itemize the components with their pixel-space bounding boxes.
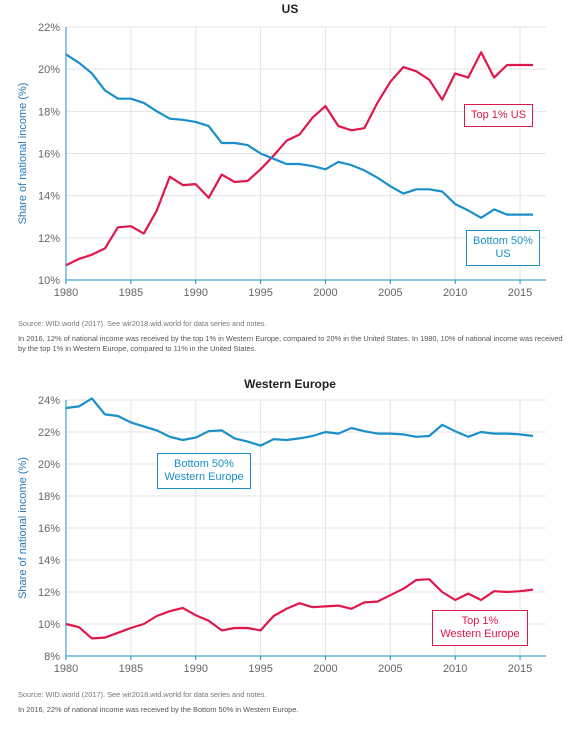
we-series-top-1-western-europe: [65, 578, 534, 640]
us-x-tick-label: 2010: [443, 287, 467, 299]
we-x-tick-label: 1985: [119, 663, 143, 675]
we-y-tick-label: 18%: [38, 491, 60, 503]
we-series-bottom-50-western-europe: [65, 397, 534, 447]
us-series-bottom-50-us: [65, 53, 533, 219]
we-y-tick-label: 16%: [38, 523, 60, 535]
we-x-tick-label: 1980: [54, 663, 78, 675]
us-y-tick-label: 10%: [38, 275, 60, 287]
us-x-tick-label: 2000: [313, 287, 337, 299]
us-y-tick-label: 22%: [38, 22, 60, 34]
us-y-axis-label: Share of national income (%): [17, 83, 29, 225]
chart-title-us: US: [281, 2, 299, 16]
chart-title-we: Western Europe: [244, 377, 336, 391]
callout-top1-we-line2: Western Europe: [440, 628, 520, 640]
we-x-tick-label: 2010: [443, 663, 467, 675]
we-x-tick-label: 1995: [248, 663, 272, 675]
callout-bottom50-us-line2: US: [495, 248, 511, 260]
us-y-tick-label: 16%: [38, 149, 60, 161]
callout-top1-we: Top 1% Western Europe: [432, 610, 528, 646]
us-x-tick-label: 2015: [508, 287, 532, 299]
us-y-tick-label: 18%: [38, 106, 60, 118]
we-x-tick-label: 2000: [313, 663, 337, 675]
we-x-tick-label: 1990: [183, 663, 207, 675]
us-x-tick-label: 1995: [248, 287, 272, 299]
callout-bottom50-we-line1: Bottom 50%: [174, 458, 234, 470]
us-y-tick-label: 12%: [38, 233, 60, 245]
we-x-tick-label: 2005: [378, 663, 402, 675]
source-note-we: Source: WID.world (2017). See wir2018.wi…: [18, 690, 267, 699]
callout-bottom50-us-line1: Bottom 50%: [473, 235, 533, 247]
callout-bottom50-we-line2: Western Europe: [164, 471, 244, 483]
we-y-tick-label: 14%: [38, 555, 60, 567]
we-y-tick-label: 22%: [38, 427, 60, 439]
we-y-axis-label: Share of national income (%): [17, 457, 29, 599]
us-x-tick-label: 2005: [378, 287, 402, 299]
we-y-tick-label: 10%: [38, 619, 60, 631]
we-x-tick-label: 2015: [508, 663, 532, 675]
we-y-tick-label: 20%: [38, 459, 60, 471]
source-note-us: Source: WID.world (2017). See wir2018.wi…: [18, 319, 267, 328]
callout-top1-us-label: Top 1% US: [471, 109, 527, 121]
we-y-tick-label: 24%: [38, 395, 60, 407]
us-x-tick-label: 1980: [54, 287, 78, 299]
callout-top1-us: Top 1% US: [464, 104, 534, 127]
callout-top1-we-line1: Top 1%: [461, 615, 499, 627]
we-y-tick-label: 8%: [44, 651, 60, 663]
we-y-tick-label: 12%: [38, 587, 60, 599]
us-series-top-1-us: [65, 51, 533, 267]
us-y-tick-label: 20%: [38, 64, 60, 76]
us-x-tick-label: 1990: [183, 287, 207, 299]
us-x-tick-label: 1985: [119, 287, 143, 299]
chart-we: 8% 10% 12% 14% 16% 18% 20% 22% 24% 1980 1985 1990 19…: [17, 395, 546, 675]
callout-bottom50-we: Bottom 50% Western Europe: [157, 453, 251, 489]
caption-us: In 2016, 12% of national income was rece…: [18, 334, 563, 353]
caption-we: In 2016, 22% of national income was rece…: [18, 705, 299, 714]
callout-bottom50-us: Bottom 50% US: [466, 230, 540, 266]
us-y-tick-label: 14%: [38, 191, 60, 203]
